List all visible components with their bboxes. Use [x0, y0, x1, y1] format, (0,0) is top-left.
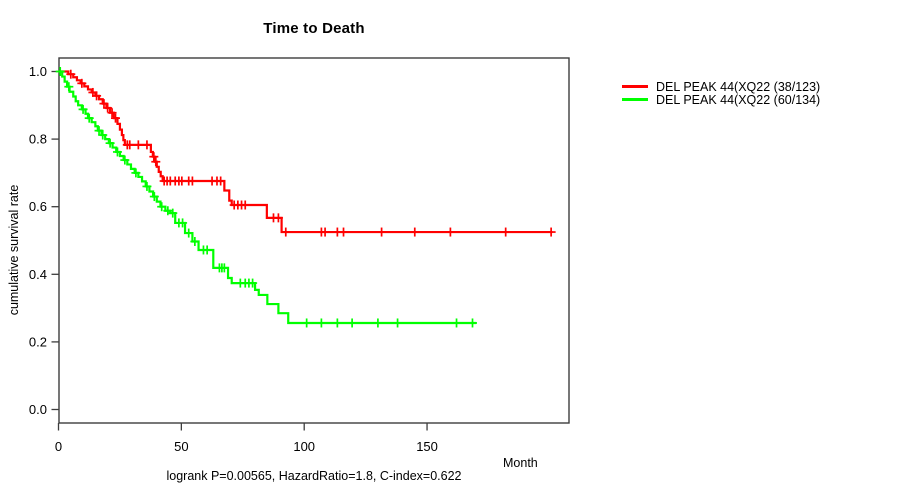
survival-curve-green — [58, 70, 477, 325]
legend-item: DEL PEAK 44(XQ22 (38/123) — [622, 79, 821, 94]
x-tick-label: 150 — [416, 439, 438, 454]
legend-label: DEL PEAK 44(XQ22 (60/134) — [656, 92, 821, 107]
legend-line-swatch-green — [622, 98, 648, 101]
legend-label: DEL PEAK 44(XQ22 (38/123) — [656, 79, 821, 94]
footer-statistics: logrank P=0.00565, HazardRatio=1.8, C-in… — [166, 469, 462, 483]
y-tick-label: 0.6 — [29, 199, 47, 214]
x-axis-title: Month — [503, 456, 538, 470]
y-tick-label: 0.2 — [29, 334, 47, 349]
y-tick-label: 1.0 — [29, 64, 47, 79]
legend-item: DEL PEAK 44(XQ22 (60/134) — [622, 92, 821, 107]
survival-curve-red — [58, 70, 553, 234]
y-tick-label: 0.4 — [29, 267, 47, 282]
x-tick-label: 100 — [293, 439, 315, 454]
legend-line-swatch-red — [622, 85, 648, 88]
x-tick-label: 0 — [55, 439, 62, 454]
chart-title: Time to Death — [263, 20, 365, 37]
plot-border — [58, 57, 570, 424]
legend: DEL PEAK 44(XQ22 (38/123) DEL PEAK 44(XQ… — [622, 79, 821, 107]
y-tick-label: 0.0 — [29, 402, 47, 417]
x-tick-label: 50 — [174, 439, 188, 454]
y-tick-label: 0.8 — [29, 132, 47, 147]
